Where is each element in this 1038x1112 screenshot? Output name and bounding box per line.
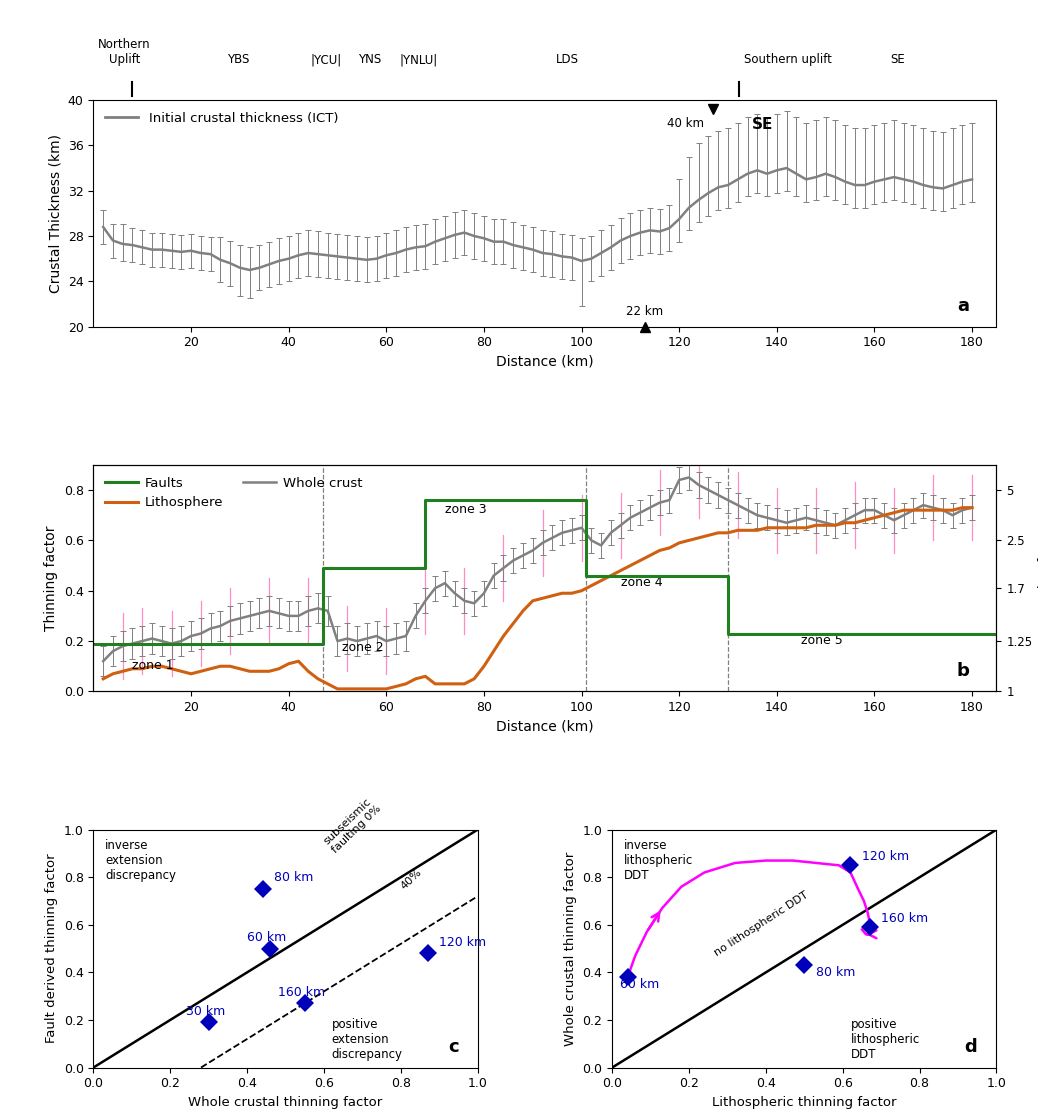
Text: zone 1: zone 1 <box>133 658 174 672</box>
X-axis label: Distance (km): Distance (km) <box>496 719 594 734</box>
Text: zone 3: zone 3 <box>445 503 487 516</box>
Text: d: d <box>964 1037 977 1055</box>
Text: inverse
lithospheric
DDT: inverse lithospheric DDT <box>624 840 693 882</box>
Text: YNS: YNS <box>358 53 381 66</box>
Text: zone 4: zone 4 <box>621 576 662 588</box>
Text: Northern
Uplift: Northern Uplift <box>98 38 151 66</box>
Text: b: b <box>956 662 969 681</box>
Text: c: c <box>447 1037 459 1055</box>
Text: zone 2: zone 2 <box>343 642 384 654</box>
Text: 120 km: 120 km <box>439 935 487 949</box>
Text: 22 km: 22 km <box>627 305 663 318</box>
Text: positive
lithospheric
DDT: positive lithospheric DDT <box>850 1017 920 1061</box>
Text: a: a <box>957 297 969 316</box>
Y-axis label: Thinning factor: Thinning factor <box>45 525 58 631</box>
Text: zone 5: zone 5 <box>801 634 843 646</box>
Text: SE: SE <box>752 117 773 132</box>
Y-axis label: Whole crustal thinning factor: Whole crustal thinning factor <box>564 852 577 1045</box>
Legend: Initial crustal thickness (ICT): Initial crustal thickness (ICT) <box>100 107 344 130</box>
Y-axis label: Fault derived thinning factor: Fault derived thinning factor <box>45 854 58 1043</box>
Text: positive
extension
discrepancy: positive extension discrepancy <box>332 1017 403 1061</box>
Y-axis label: Crustal Thickness (km): Crustal Thickness (km) <box>49 133 62 292</box>
Text: |YCU|: |YCU| <box>310 53 343 66</box>
Text: no lithospheric DDT: no lithospheric DDT <box>712 890 810 959</box>
Text: YBS: YBS <box>226 53 249 66</box>
Text: subseismic
faulting 0%: subseismic faulting 0% <box>322 795 383 855</box>
Text: 120 km: 120 km <box>862 850 909 863</box>
Text: 80 km: 80 km <box>816 966 855 980</box>
X-axis label: Lithospheric thinning factor: Lithospheric thinning factor <box>712 1095 897 1109</box>
Text: 60 km: 60 km <box>247 931 286 944</box>
Text: SE: SE <box>890 53 904 66</box>
Text: Southern uplift: Southern uplift <box>743 53 831 66</box>
Text: 40%: 40% <box>399 867 424 892</box>
Text: 160 km: 160 km <box>881 912 928 925</box>
X-axis label: Whole crustal thinning factor: Whole crustal thinning factor <box>189 1095 383 1109</box>
Text: inverse
extension
discrepancy: inverse extension discrepancy <box>105 840 176 882</box>
Text: |YNLU|: |YNLU| <box>400 53 438 66</box>
Text: 40 km: 40 km <box>666 117 704 130</box>
X-axis label: Distance (km): Distance (km) <box>496 355 594 369</box>
Text: 30 km: 30 km <box>186 1004 225 1017</box>
Text: LDS: LDS <box>556 53 579 66</box>
Text: 80 km: 80 km <box>274 872 313 884</box>
Text: 160 km: 160 km <box>278 985 325 999</box>
Legend: Faults, Lithosphere, Whole crust: Faults, Lithosphere, Whole crust <box>100 471 367 515</box>
Text: 60 km: 60 km <box>620 979 659 992</box>
